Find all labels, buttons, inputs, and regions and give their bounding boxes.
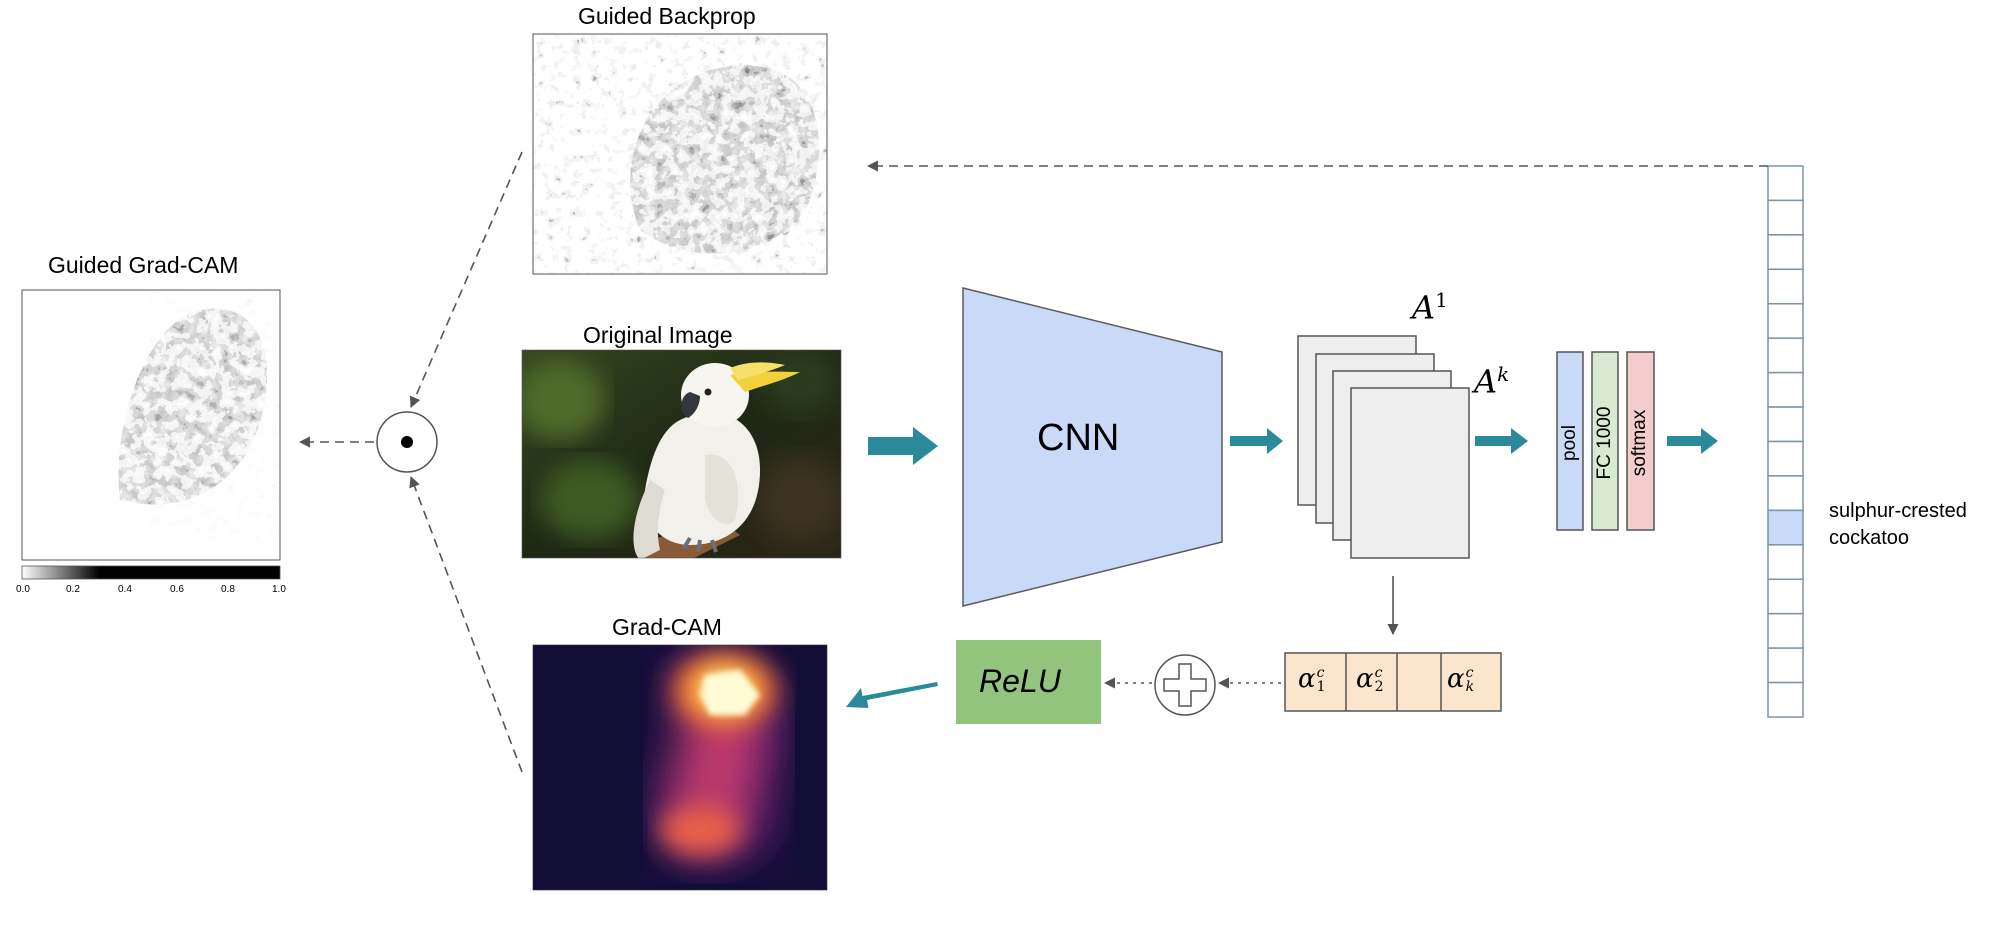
colorbar-tick-3: 0.6 bbox=[170, 584, 184, 595]
relu-block bbox=[956, 640, 1101, 724]
feature-label-ak: Ak bbox=[1474, 362, 1510, 401]
colorbar-tick-4: 0.8 bbox=[221, 584, 235, 595]
output-cell bbox=[1767, 475, 1804, 512]
output-cell bbox=[1767, 234, 1804, 271]
cnn-block bbox=[962, 287, 1223, 607]
output-cell bbox=[1767, 199, 1804, 236]
gradcam-heatmap bbox=[533, 645, 827, 890]
feature-label-a1: A1 bbox=[1412, 288, 1448, 327]
fc-label: FC 1000 bbox=[1594, 406, 1615, 480]
sum-operator bbox=[1154, 654, 1216, 716]
connector-lines bbox=[298, 151, 1768, 773]
original-image-title: Original Image bbox=[583, 322, 733, 348]
arrow-relu-to-gradcam bbox=[846, 682, 938, 708]
class-label-line2: cockatoo bbox=[1829, 527, 1910, 549]
output-cell bbox=[1767, 303, 1804, 339]
colorbar bbox=[21, 565, 281, 580]
colorbar-tick-1: 0.2 bbox=[66, 584, 80, 595]
fc-block bbox=[1591, 351, 1619, 531]
relu-label: ReLU bbox=[979, 663, 1061, 699]
guided-backprop-image bbox=[532, 33, 828, 275]
output-cell bbox=[1767, 440, 1804, 477]
output-cell bbox=[1767, 612, 1804, 649]
arrow-guided-backprop-to-product bbox=[409, 151, 523, 409]
feature-map-stack bbox=[1297, 335, 1470, 559]
output-cell bbox=[1767, 268, 1804, 305]
cnn-label: CNN bbox=[1037, 417, 1120, 459]
output-cell bbox=[1767, 406, 1804, 443]
arrow-gradcam-to-product bbox=[409, 475, 523, 773]
guided-gradcam-title: Guided Grad-CAM bbox=[48, 252, 239, 278]
alpha-weights-box bbox=[1284, 652, 1502, 712]
output-cell bbox=[1767, 681, 1804, 718]
teal-arrows bbox=[846, 427, 1718, 708]
output-cell bbox=[1767, 371, 1804, 408]
original-image bbox=[522, 350, 841, 558]
guided-gradcam-image bbox=[21, 289, 281, 561]
arrow-image-to-cnn bbox=[868, 427, 938, 465]
output-cell bbox=[1767, 578, 1804, 615]
colorbar-tick-5: 1.0 bbox=[272, 584, 286, 595]
colorbar-tick-2: 0.4 bbox=[118, 584, 132, 595]
output-vector bbox=[1767, 165, 1804, 718]
gradcam-title: Grad-CAM bbox=[612, 614, 722, 640]
arrow-maps-to-pool bbox=[1475, 428, 1528, 454]
pool-block bbox=[1556, 351, 1584, 531]
output-cell bbox=[1767, 647, 1804, 684]
softmax-block bbox=[1626, 351, 1655, 531]
output-cell bbox=[1767, 165, 1804, 202]
arrow-softmax-to-vector bbox=[1667, 428, 1718, 454]
class-label-line1: sulphur-crested bbox=[1829, 500, 1967, 522]
pool-label: pool bbox=[1559, 425, 1580, 461]
output-cell bbox=[1767, 337, 1804, 374]
guided-backprop-title: Guided Backprop bbox=[578, 3, 756, 29]
output-cell bbox=[1767, 544, 1804, 580]
output-cell-predicted bbox=[1767, 509, 1804, 546]
arrow-cnn-to-maps bbox=[1230, 428, 1283, 454]
pointwise-product-operator bbox=[376, 411, 438, 473]
feature-map-k bbox=[1350, 387, 1470, 559]
colorbar-tick-0: 0.0 bbox=[16, 584, 30, 595]
softmax-label: softmax bbox=[1629, 409, 1650, 477]
